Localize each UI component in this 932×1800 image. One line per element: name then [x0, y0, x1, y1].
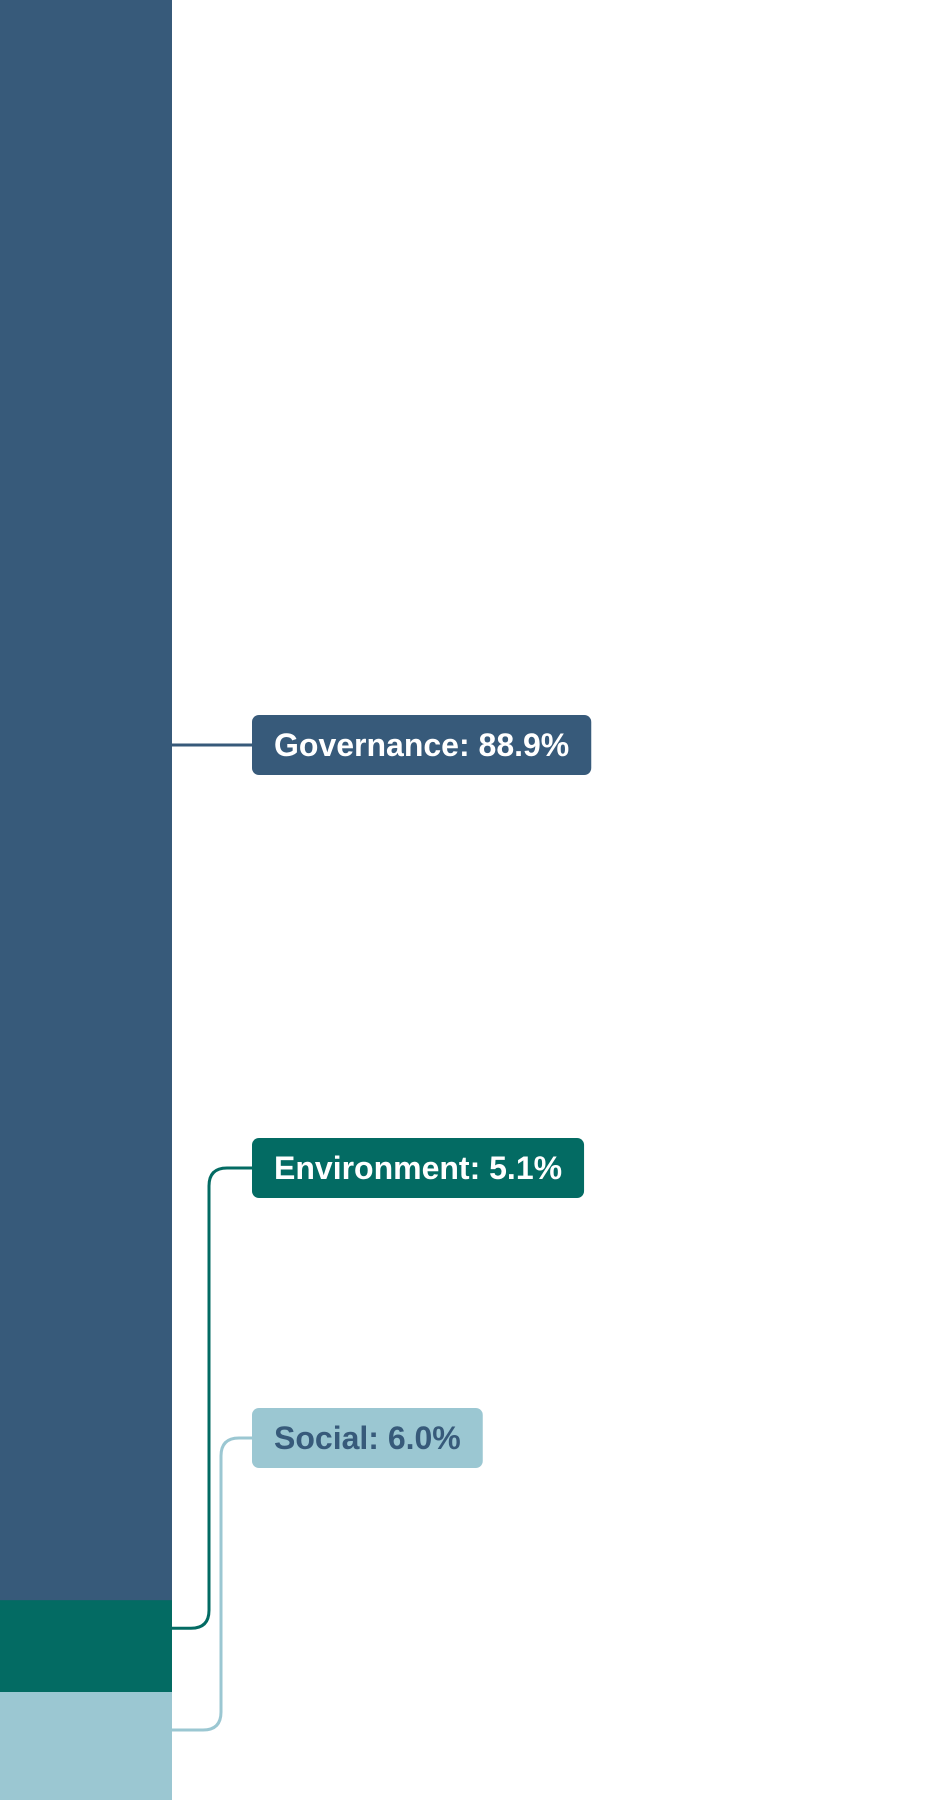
connector-social [172, 1436, 252, 1732]
bar-segment-environment [0, 1600, 172, 1693]
label-connectors [172, 743, 252, 1732]
label-social-background [252, 1408, 483, 1468]
label-governance-text: Governance: 88.9% [274, 727, 569, 763]
label-governance: Governance: 88.9% [252, 715, 592, 775]
label-environment-background [252, 1138, 585, 1198]
label-environment-text: Environment: 5.1% [274, 1150, 562, 1186]
bar-segment-social [0, 1692, 172, 1800]
label-environment: Environment: 5.1% [252, 1138, 585, 1198]
bar-segment-governance [0, 0, 172, 1601]
label-social: Social: 6.0% [252, 1408, 483, 1468]
segment-labels: Governance: 88.9% Environment: 5.1% Social… [252, 715, 592, 1468]
label-governance-background [252, 715, 592, 775]
label-social-text: Social: 6.0% [274, 1420, 461, 1456]
bar-segments [0, 0, 172, 1800]
connector-environment [172, 1166, 252, 1630]
